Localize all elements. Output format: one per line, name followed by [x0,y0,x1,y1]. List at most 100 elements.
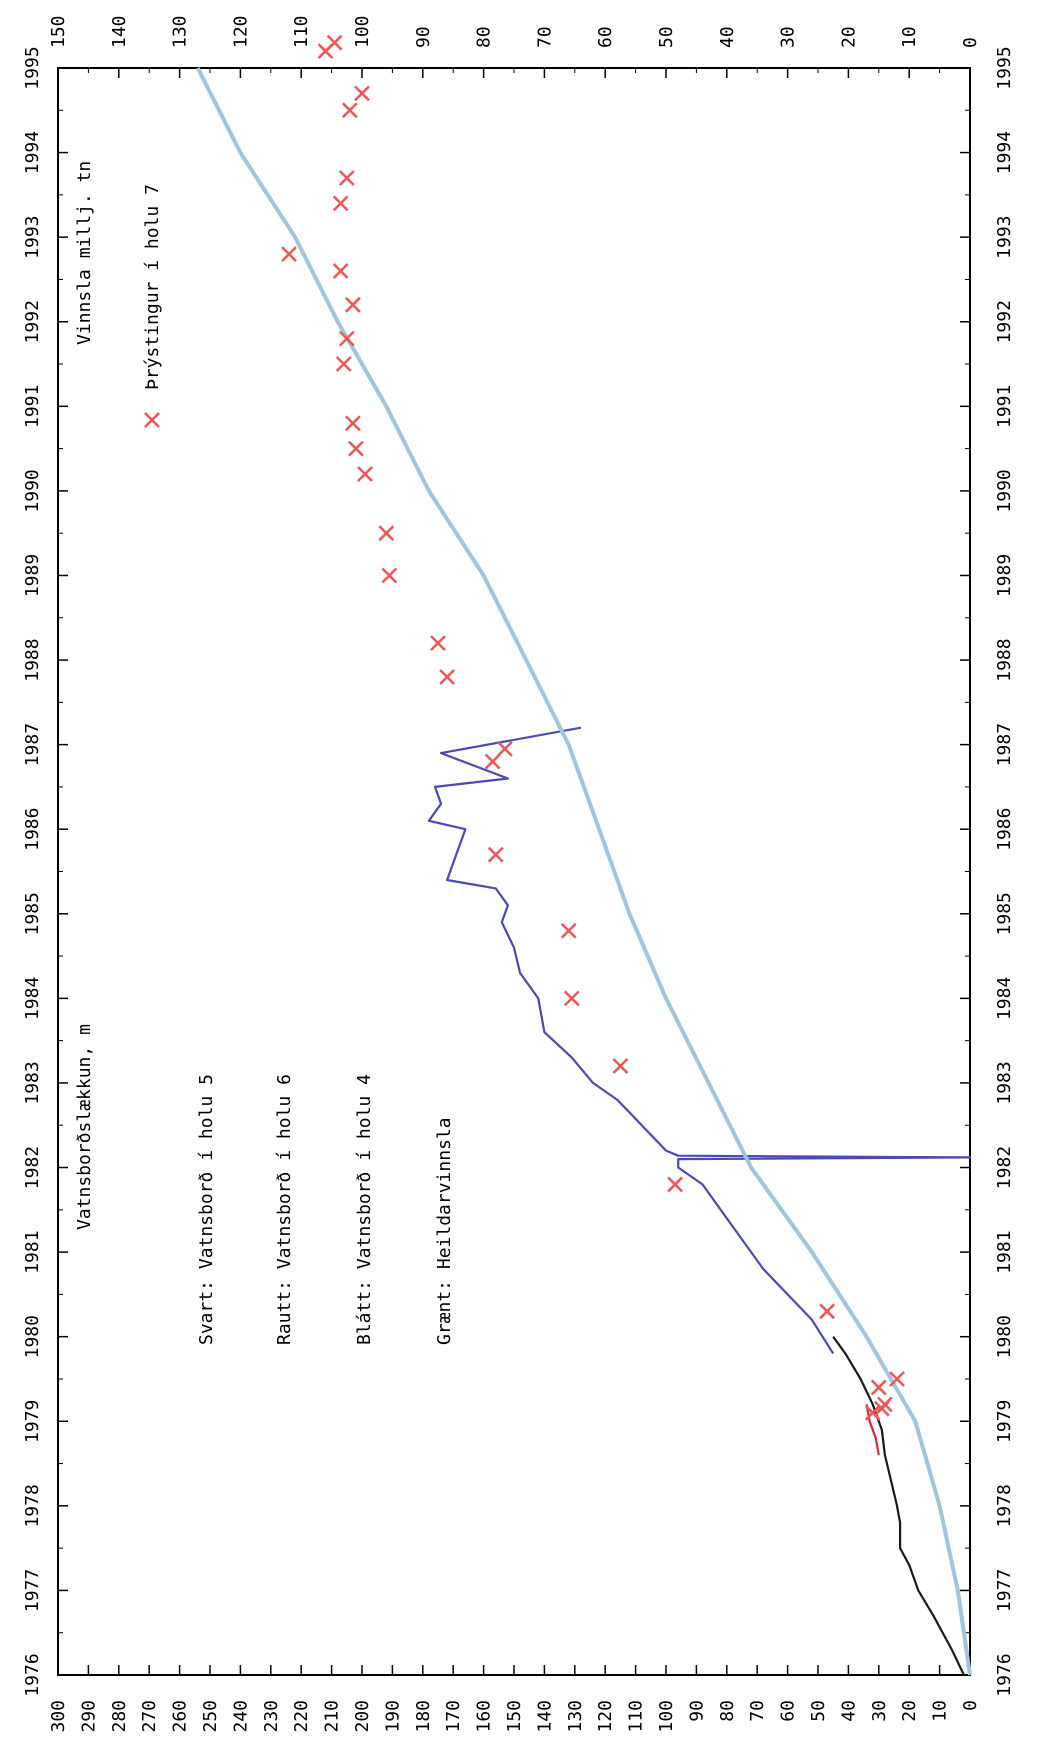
legend-graent: Grænt: Heildarvinnsla [434,1117,455,1345]
y-left-tick-label: 240 [230,1700,251,1733]
x-tick-label-left: 1977 [22,1569,43,1612]
pressure-marker [612,1058,629,1074]
y-right-tick-label: 60 [595,26,616,48]
series-line-graent [196,67,972,1676]
series-line-svart [832,1336,965,1676]
x-tick-label-right: 1993 [994,215,1015,258]
pressure-marker [357,466,373,482]
series-line-rautt [865,1404,880,1456]
x-tick-label-right: 1985 [994,892,1015,935]
pressure-marker [348,440,364,457]
pressure-marker [430,635,446,652]
y-right-tick-label: 10 [899,26,920,48]
x-tick-label-right: 1982 [994,1146,1015,1189]
x-tick-label-right: 1976 [994,1653,1015,1696]
y-left-tick-label: 50 [808,1700,829,1722]
x-tick-label-left: 1982 [22,1146,43,1189]
y-left-tick-label: 270 [139,1700,160,1733]
pressure-marker [864,1404,881,1421]
y-left-tick-label: 170 [443,1700,464,1733]
pressure-marker [378,525,395,542]
legend-rautt: Rautt: Vatnsborð í holu 6 [274,1074,295,1345]
x-tick-label-right: 1994 [994,131,1015,174]
y-left-tick-label: 230 [261,1700,282,1733]
y-left-tick-label: 210 [322,1700,343,1733]
y-left-tick-label: 60 [778,1700,799,1722]
pressure-marker [889,1371,905,1387]
pressure-marker [870,1379,887,1396]
x-tick-label-left: 1976 [22,1653,43,1696]
pressure-marker [338,330,355,347]
y-left-tick-label: 220 [291,1700,312,1733]
x-tick-label-right: 1987 [994,723,1015,766]
x-tick-label-left: 1980 [22,1315,43,1358]
x-tick-label-left: 1994 [22,131,43,174]
legend-svart: Svart: Vatnsborð í holu 5 [196,1074,217,1345]
y-left-tick-label: 200 [352,1700,373,1733]
y-right-tick-label: 50 [656,26,677,48]
y-right-tick-label: 0 [960,37,981,48]
x-tick-label-right: 1983 [994,1061,1015,1104]
y-left-tick-label: 80 [717,1700,738,1722]
pressure-marker [873,1400,890,1417]
y-right-tick-label: 80 [474,26,495,48]
x-tick-label-right: 1992 [994,300,1015,343]
x-tick-label-left: 1983 [22,1061,43,1104]
pressure-marker [381,567,398,584]
x-tick-label-right: 1980 [994,1315,1015,1358]
y-left-tick-label: 180 [413,1700,434,1733]
y-left-tick-label: 40 [838,1700,859,1722]
x-tick-label-left: 1988 [22,638,43,681]
y-left-tick-label: 10 [930,1700,951,1722]
x-tick-label-left: 1991 [22,385,43,428]
y-left-tick-label: 70 [747,1700,768,1722]
y-right-tick-label: 120 [230,15,251,48]
legend-marker-label: Þrýstingur í holu 7 [142,184,163,390]
pressure-marker [819,1303,836,1320]
x-tick-label-left: 1989 [22,554,43,597]
y-left-tick-label: 20 [899,1700,920,1722]
legend-marker-icon [144,412,160,428]
x-tick-label-left: 1986 [22,808,43,851]
pressure-marker [344,415,361,432]
pressure-marker [335,356,352,372]
x-tick-label-right: 1995 [994,46,1015,89]
pressure-marker [332,263,349,279]
x-tick-label-right: 1989 [994,554,1015,597]
pressure-marker [560,922,577,939]
x-tick-label-left: 1978 [22,1484,43,1527]
y-right-tick-label: 20 [838,26,859,48]
pressure-marker [341,102,358,119]
y-right-tick-label: 130 [170,15,191,48]
pressure-marker [344,296,361,313]
y-left-tick-label: 280 [109,1700,130,1733]
x-tick-label-left: 1992 [22,300,43,343]
x-tick-label-left: 1985 [22,892,43,935]
legend-blatt: Blátt: Vatnsborð í holu 4 [354,1074,375,1345]
y-left-tick-label: 110 [626,1700,647,1733]
x-tick-label-left: 1990 [22,469,43,512]
y-right-tick-label: 110 [291,15,312,48]
pressure-marker [487,846,504,863]
y-right-tick-label: 90 [413,26,434,48]
pressure-marker [332,195,349,212]
x-tick-label-right: 1979 [994,1400,1015,1443]
y-left-tick-label: 140 [534,1700,555,1733]
left-axis-title: Vatnsborðslækkun, m [74,1024,95,1230]
x-tick-label-right: 1977 [994,1569,1015,1612]
pressure-marker [338,170,355,186]
pressure-marker [354,85,370,102]
y-right-tick-label: 100 [352,15,373,48]
y-left-tick-label: 30 [869,1700,890,1722]
x-tick-label-right: 1986 [994,808,1015,851]
x-tick-label-right: 1981 [994,1230,1015,1273]
x-tick-label-right: 1990 [994,469,1015,512]
plot-frame [57,67,971,1676]
y-left-tick-label: 250 [200,1700,221,1733]
pressure-marker [496,740,513,757]
x-tick-label-left: 1987 [22,723,43,766]
pressure-marker [667,1176,684,1193]
y-right-tick-label: 140 [109,15,130,48]
y-right-tick-label: 40 [717,26,738,48]
